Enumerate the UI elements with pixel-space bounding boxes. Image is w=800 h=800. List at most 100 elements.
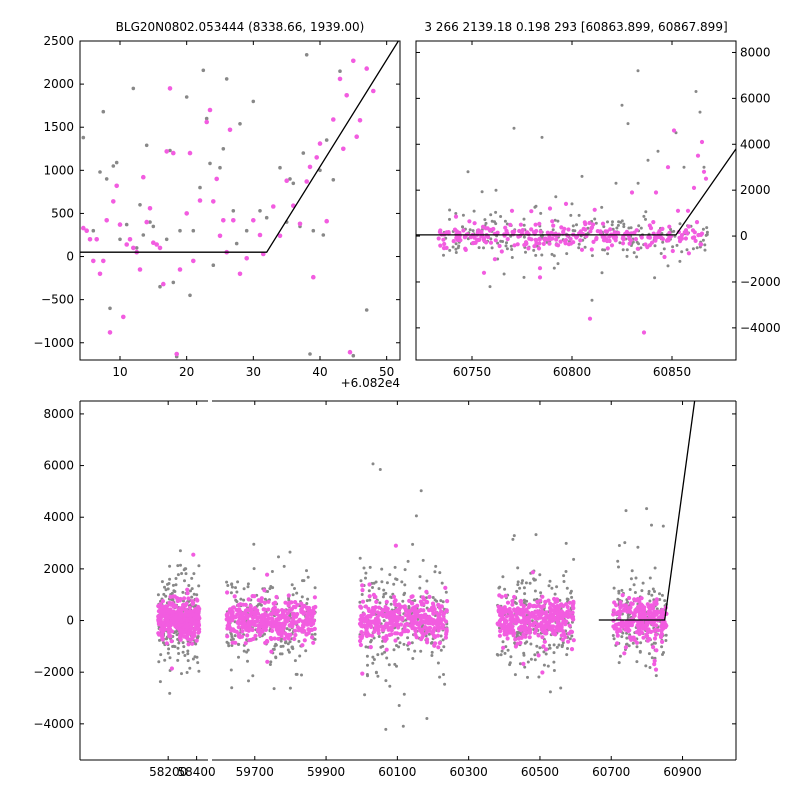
gray-point — [162, 592, 166, 596]
magenta-point — [645, 638, 651, 643]
magenta-point — [461, 228, 466, 233]
magenta-point — [634, 228, 639, 233]
magenta-point — [383, 638, 388, 643]
gray-point — [134, 246, 139, 250]
gray-point — [664, 633, 668, 637]
magenta-point — [347, 349, 353, 355]
magenta-point — [406, 616, 411, 621]
magenta-point — [515, 242, 520, 247]
magenta-point — [244, 255, 249, 261]
gray-point — [443, 682, 447, 686]
magenta-point — [231, 218, 236, 223]
magenta-point — [293, 628, 298, 633]
gray-point — [535, 644, 539, 648]
magenta-point — [605, 238, 610, 244]
gray-point — [444, 590, 448, 594]
gray-point — [295, 591, 299, 595]
gray-point — [532, 248, 536, 252]
magenta-point — [620, 593, 625, 598]
magenta-point — [566, 639, 571, 644]
gray-point — [293, 587, 296, 590]
gray-point — [351, 353, 356, 358]
magenta-point — [651, 645, 656, 650]
gray-point — [295, 672, 299, 676]
gray-point — [306, 597, 310, 601]
gray-point — [516, 580, 520, 584]
gray-point — [368, 598, 372, 602]
gray-point — [553, 592, 557, 596]
magenta-point — [242, 620, 247, 625]
magenta-point — [385, 625, 390, 630]
magenta-point — [331, 117, 336, 122]
gray-point — [392, 582, 396, 586]
gray-point — [196, 661, 200, 665]
gray-point — [411, 657, 415, 660]
gray-point — [661, 240, 665, 244]
magenta-point — [185, 591, 190, 596]
gray-point — [371, 661, 375, 665]
gray-point — [552, 660, 556, 664]
magenta-point — [374, 599, 379, 605]
magenta-point — [364, 633, 369, 639]
magenta-point — [641, 635, 646, 640]
magenta-point — [177, 635, 183, 640]
magenta-point — [398, 622, 404, 627]
gray-point — [650, 593, 654, 597]
gray-point — [236, 642, 240, 646]
magenta-point — [686, 224, 691, 229]
gray-point — [389, 602, 393, 606]
magenta-point — [107, 330, 113, 335]
gray-point — [658, 592, 661, 596]
gray-point — [164, 594, 168, 598]
magenta-point — [257, 628, 263, 633]
gray-point — [534, 533, 538, 537]
gray-point — [518, 662, 522, 666]
gray-point — [184, 567, 188, 571]
gray-point — [379, 645, 383, 649]
magenta-point — [360, 671, 365, 676]
gray-point — [539, 591, 543, 595]
gray-point — [406, 647, 410, 651]
magenta-point — [541, 241, 546, 246]
gray-point — [568, 637, 572, 641]
gray-point — [211, 263, 216, 268]
gray-point — [389, 595, 393, 599]
gray-point — [635, 240, 639, 244]
magenta-point — [574, 235, 579, 240]
gray-point — [495, 653, 499, 656]
magenta-point — [468, 235, 473, 240]
magenta-point — [311, 611, 317, 616]
magenta-point — [273, 600, 278, 605]
gray-point — [644, 217, 647, 221]
gray-point — [257, 603, 260, 607]
magenta-point — [312, 626, 317, 632]
gray-point — [158, 284, 162, 289]
magenta-point — [300, 643, 305, 648]
magenta-point — [419, 613, 424, 618]
gray-point — [225, 640, 229, 644]
magenta-point — [540, 635, 545, 640]
gray-point — [510, 248, 514, 251]
magenta-point — [164, 604, 170, 609]
gray-point — [694, 90, 698, 93]
gray-point — [625, 248, 629, 252]
magenta-point — [629, 637, 634, 642]
gray-point — [287, 598, 291, 602]
magenta-point — [611, 618, 616, 623]
magenta-point — [184, 601, 189, 606]
magenta-point — [503, 225, 508, 230]
magenta-point — [618, 628, 623, 634]
gray-point — [397, 704, 401, 707]
magenta-point — [622, 608, 627, 613]
gray-point — [660, 645, 664, 649]
magenta-point — [622, 651, 627, 656]
gray-point — [629, 577, 633, 581]
magenta-point — [407, 641, 412, 646]
gray-point — [644, 664, 648, 668]
magenta-point — [652, 658, 657, 664]
x-tick-label: 40 — [312, 365, 327, 379]
magenta-point — [543, 647, 549, 652]
magenta-point — [640, 625, 645, 630]
magenta-point — [624, 232, 630, 237]
gray-point — [702, 165, 706, 169]
